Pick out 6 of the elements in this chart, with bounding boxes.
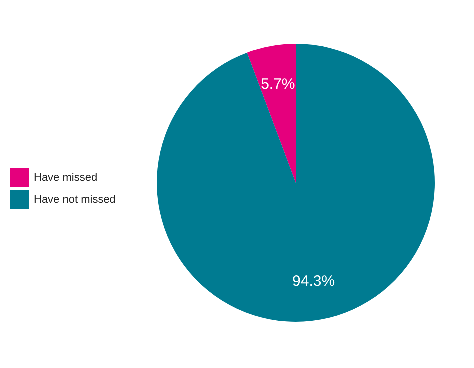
legend-label: Have missed (34, 172, 98, 184)
legend-label: Have not missed (34, 194, 116, 206)
data-label: 5.7% (261, 76, 296, 94)
pie-slice (157, 44, 435, 322)
pie-slice (247, 44, 296, 183)
data-label: 94.3% (292, 272, 336, 290)
